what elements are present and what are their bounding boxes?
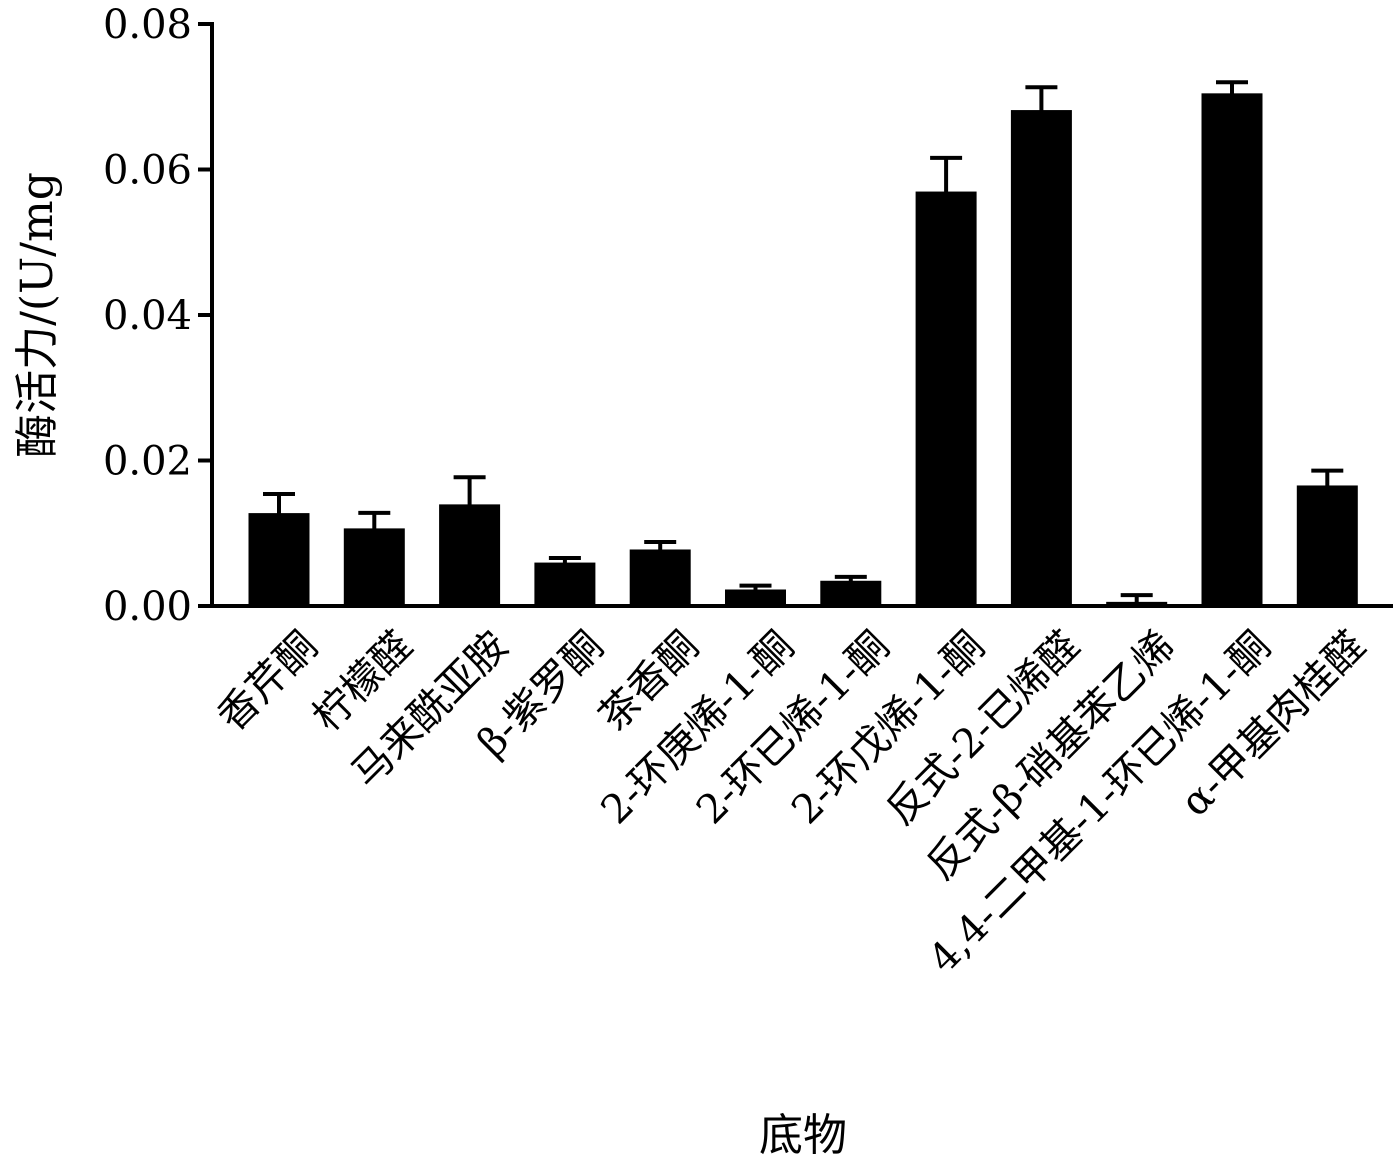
bars bbox=[248, 93, 1358, 607]
y-tick-label: 0.08 bbox=[103, 2, 192, 48]
y-tick-label: 0.04 bbox=[103, 293, 192, 339]
y-tick-label: 0.00 bbox=[103, 584, 192, 630]
bar bbox=[1010, 110, 1072, 607]
bar bbox=[439, 504, 501, 607]
bar bbox=[725, 589, 786, 607]
bar bbox=[1201, 93, 1263, 607]
y-tick-label: 0.02 bbox=[103, 439, 192, 485]
bar bbox=[915, 191, 977, 607]
x-axis-title: 底物 bbox=[759, 1110, 847, 1159]
x-category-label: 香芹酮 bbox=[209, 623, 326, 740]
bar bbox=[248, 513, 310, 607]
y-axis-title: 酶活力/(U/mg bbox=[12, 172, 63, 458]
bar bbox=[343, 528, 405, 607]
bar bbox=[1296, 485, 1358, 607]
y-tick-label: 0.06 bbox=[103, 148, 192, 194]
bar bbox=[1106, 601, 1168, 607]
x-category-labels: 香芹酮柠檬醛马来酰亚胺β-紫罗酮茶香酮2-环庚烯-1-酮2-环已烯-1-酮2-环… bbox=[209, 623, 1375, 982]
error-bars bbox=[263, 80, 1344, 603]
bar bbox=[820, 580, 882, 607]
y-ticks: 0.00 0.02 0.04 0.06 0.08 bbox=[103, 2, 212, 630]
bar bbox=[629, 549, 691, 607]
bar bbox=[534, 562, 596, 607]
